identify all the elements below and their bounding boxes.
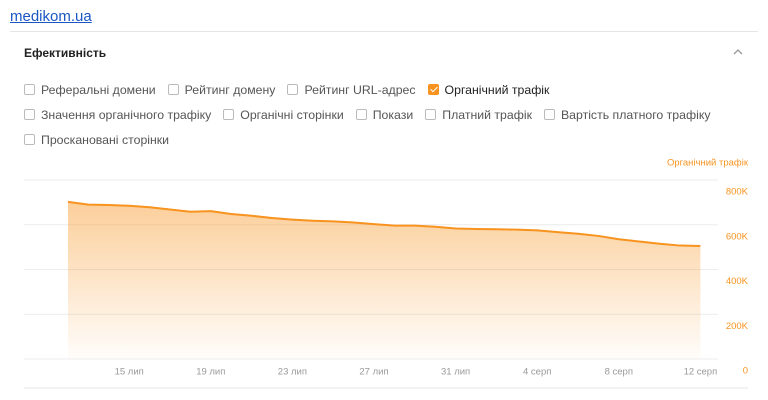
x-tick-label: 12 серп bbox=[684, 367, 718, 378]
legend-label: Органічний трафік bbox=[667, 158, 749, 169]
y-tick-label: 0 bbox=[743, 366, 748, 377]
checkbox[interactable]: Реферальні домени bbox=[24, 83, 156, 97]
checkbox-box[interactable] bbox=[24, 84, 35, 95]
line bbox=[67, 200, 701, 248]
y-tick-label: 800K bbox=[726, 187, 749, 198]
checkbox[interactable]: Покази bbox=[355, 107, 414, 122]
checkbox-label[interactable]: Платний трафік bbox=[442, 107, 532, 122]
checkbox-box[interactable] bbox=[355, 109, 367, 120]
checkbox[interactable]: Рейтинг URL-адрес bbox=[287, 82, 416, 97]
checkbox-box[interactable] bbox=[24, 134, 35, 145]
checkbox[interactable]: Значення органічного трафіку bbox=[24, 108, 211, 122]
checkbox[interactable]: Органічний трафік bbox=[427, 82, 550, 97]
collapse-chevron[interactable] bbox=[730, 44, 746, 60]
checkbox[interactable]: Органічні сторінки bbox=[223, 107, 344, 122]
checkbox-label[interactable]: Органічний трафік bbox=[444, 82, 550, 97]
checkbox-box[interactable] bbox=[427, 84, 439, 95]
checkbox[interactable]: Рейтинг домену bbox=[167, 82, 276, 97]
checkbox-box[interactable] bbox=[287, 84, 299, 95]
x-tick-label: 27 лип bbox=[359, 367, 388, 378]
y-tick-label: 600K bbox=[726, 231, 749, 242]
checkbox-box[interactable] bbox=[223, 109, 235, 120]
x-tick-label: 31 лип bbox=[441, 367, 470, 378]
filter-row: Проскановані сторінки bbox=[24, 127, 754, 152]
checkbox-box[interactable] bbox=[167, 84, 179, 95]
x-tick-label: 8 серп bbox=[605, 367, 633, 378]
checkbox-label[interactable]: Реферальні домени bbox=[41, 82, 156, 97]
checkbox-label[interactable]: Рейтинг URL-адрес bbox=[304, 82, 416, 97]
checkbox-label[interactable]: Проскановані сторінки bbox=[41, 132, 170, 147]
checkbox[interactable]: Вартість платного трафіку bbox=[543, 107, 711, 122]
x-tick-label: 19 лип bbox=[196, 367, 225, 378]
panel-title: Ефективність bbox=[24, 46, 107, 60]
area bbox=[68, 201, 701, 359]
checkbox-label[interactable]: Вартість платного трафіку bbox=[560, 107, 711, 122]
filter-list: Реферальні домени Рейтинг домену Рейтинг U… bbox=[24, 77, 754, 152]
y-tick-label: 400K bbox=[726, 276, 749, 287]
filter-row: Значення органічного трафіку Органічні ст… bbox=[24, 102, 754, 127]
checkbox[interactable]: Проскановані сторінки bbox=[24, 133, 169, 147]
x-tick-label: 15 лип bbox=[115, 367, 144, 378]
site-link[interactable]: medikom.ua bbox=[10, 8, 92, 25]
checkbox-box[interactable] bbox=[543, 109, 555, 120]
checkbox-box[interactable] bbox=[425, 109, 437, 120]
checkbox-label[interactable]: Органічні сторінки bbox=[240, 107, 344, 122]
checkbox[interactable]: Платний трафік bbox=[425, 108, 532, 122]
checkbox-box[interactable] bbox=[24, 109, 35, 120]
checkbox-label[interactable]: Значення органічного трафіку bbox=[41, 107, 212, 122]
y-tick-label: 200K bbox=[726, 321, 749, 332]
x-tick-label: 4 серп bbox=[523, 367, 551, 378]
filter-row: Реферальні домени Рейтинг домену Рейтинг U… bbox=[24, 77, 754, 102]
chart: 0 200K 400K 600K 800K 15 лип 19 лип 23 лип 27 ли… bbox=[24, 158, 749, 389]
divider bbox=[10, 31, 758, 32]
x-tick-label: 23 лип bbox=[278, 367, 307, 378]
checkbox-label[interactable]: Рейтинг домену bbox=[184, 82, 276, 97]
checkbox-label[interactable]: Покази bbox=[372, 107, 414, 122]
